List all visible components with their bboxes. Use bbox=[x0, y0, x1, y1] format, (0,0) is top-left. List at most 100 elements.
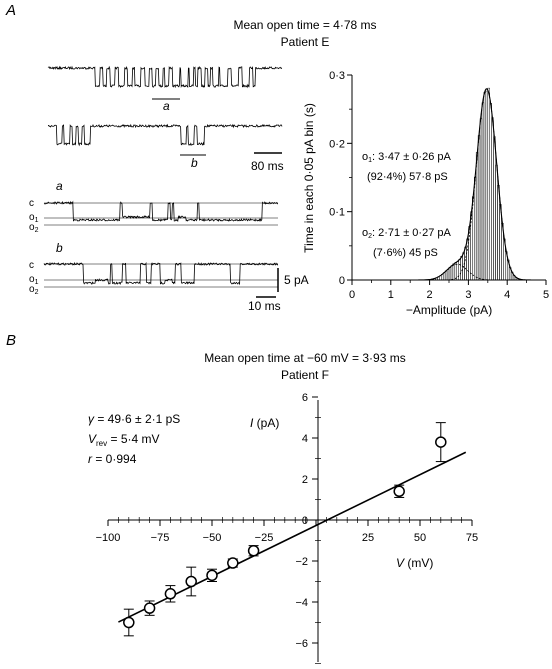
iv-y-tick-label: −4 bbox=[295, 597, 308, 609]
histogram-x-tick-label: 5 bbox=[543, 289, 549, 301]
iv-regression-line bbox=[118, 451, 467, 623]
level-o1-label-a: o1 bbox=[29, 212, 39, 224]
histogram-bar bbox=[479, 118, 483, 281]
iv-data-point bbox=[143, 602, 156, 614]
histogram-x-ticks: 0 1 2 3 4 5 bbox=[349, 280, 549, 301]
histogram-bar bbox=[487, 87, 490, 281]
iv-x-label: V (mV) bbox=[396, 556, 433, 570]
histogram-y-tick-label: 0·2 bbox=[329, 138, 345, 150]
panel-b-label: B bbox=[6, 332, 16, 349]
histogram-bar bbox=[483, 91, 487, 281]
level-o1-label-b: o1 bbox=[29, 274, 39, 286]
histogram-bar bbox=[477, 135, 481, 281]
iv-plot: −100 −75 −50 −25 25 50 75 −6 −4 −2 0 2 4 6 bbox=[96, 392, 478, 664]
inset-a-levels bbox=[44, 202, 278, 226]
iv-y-tick-label: −6 bbox=[295, 638, 308, 650]
level-o2-label-b: o2 bbox=[29, 284, 39, 296]
iv-data-point bbox=[393, 485, 405, 498]
iv-data-point bbox=[227, 557, 239, 569]
stat-vrev: Vrev = 5·4 mV bbox=[88, 432, 160, 448]
iv-y-ticks: −6 −4 −2 0 2 4 6 bbox=[295, 392, 321, 664]
histogram-y-ticks: 0 0·1 0·2 0·3 bbox=[329, 70, 352, 287]
annotation-o2-line2: (7·6%) 45 pS bbox=[373, 247, 438, 259]
iv-y-tick-label: −2 bbox=[295, 556, 308, 568]
histogram-y-tick-label: 0·1 bbox=[329, 207, 345, 219]
trace-b-label: b bbox=[191, 156, 198, 170]
amplitude-histogram: 0 1 2 3 4 5 0 0·1 0·2 0·3 bbox=[329, 70, 549, 301]
inset-b-levels bbox=[44, 263, 278, 288]
histogram-bar bbox=[452, 263, 456, 281]
histogram-bar bbox=[458, 259, 461, 281]
histogram-total-fit bbox=[352, 88, 546, 281]
panel-a-label: A bbox=[5, 2, 16, 19]
histogram-o2-component bbox=[417, 263, 500, 281]
histogram-bar bbox=[454, 262, 457, 281]
histogram-bar bbox=[466, 238, 469, 281]
panel-a-subtitle: Patient E bbox=[281, 35, 330, 49]
annotation-o1-line2: (92·4%) 57·8 pS bbox=[367, 171, 448, 183]
panel-a-title: Mean open time = 4·78 ms bbox=[233, 18, 376, 32]
inset-a-trace bbox=[43, 200, 279, 223]
iv-data-point bbox=[164, 588, 177, 600]
histogram-bar bbox=[464, 246, 467, 281]
histogram-bar bbox=[473, 176, 477, 281]
iv-data-points bbox=[123, 422, 447, 637]
time-scale-label-top: 80 ms bbox=[251, 159, 284, 173]
inset-a-label: a bbox=[56, 179, 63, 193]
histogram-bar bbox=[495, 164, 498, 281]
iv-data-point bbox=[247, 545, 260, 557]
iv-data-point bbox=[206, 569, 218, 582]
histogram-bar bbox=[493, 136, 496, 281]
inset-b-label: b bbox=[56, 241, 63, 255]
iv-y-tick-label: 0 bbox=[302, 515, 308, 527]
level-c-label-b: c bbox=[29, 260, 34, 271]
histogram-bar bbox=[485, 90, 489, 281]
long-trace-top bbox=[47, 65, 283, 89]
histogram-bar bbox=[489, 103, 492, 281]
level-c-label-a: c bbox=[29, 198, 34, 209]
annotation-o1: o1: 3·47 ± 0·26 pA bbox=[362, 151, 451, 164]
histogram-o1-component bbox=[437, 88, 539, 281]
iv-x-tick-label: 50 bbox=[414, 532, 426, 544]
histogram-bar bbox=[481, 102, 485, 281]
histogram-x-tick-label: 4 bbox=[504, 289, 510, 301]
iv-y-tick-label: 2 bbox=[302, 474, 308, 486]
iv-x-tick-label: −50 bbox=[203, 532, 222, 544]
histogram-x-tick-label: 3 bbox=[465, 289, 471, 301]
histogram-x-tick-label: 2 bbox=[427, 289, 433, 301]
iv-x-tick-label: −25 bbox=[255, 532, 274, 544]
histogram-y-tick-label: 0 bbox=[339, 275, 345, 287]
iv-x-tick-label: 75 bbox=[466, 532, 478, 544]
histogram-x-label: −Amplitude (pA) bbox=[406, 303, 492, 317]
iv-data-point bbox=[123, 616, 135, 629]
stat-gamma: γ = 49·6 ± 2·1 pS bbox=[88, 412, 180, 426]
histogram-bar bbox=[446, 269, 450, 281]
level-o2-label-a: o2 bbox=[29, 222, 39, 234]
histogram-y-tick-label: 0·3 bbox=[329, 70, 345, 82]
trace-a-label: a bbox=[163, 99, 170, 113]
histogram-bar bbox=[497, 185, 500, 281]
histogram-bar bbox=[448, 266, 452, 281]
annotation-o2: o2: 2·71 ± 0·27 pA bbox=[362, 227, 451, 240]
iv-x-tick-label: −75 bbox=[151, 532, 170, 544]
iv-data-point bbox=[185, 575, 197, 588]
histogram-y-label: Time in each 0·05 pA bin (s) bbox=[302, 103, 316, 253]
iv-y-tick-label: 4 bbox=[302, 433, 308, 445]
iv-x-tick-label: −100 bbox=[96, 532, 121, 544]
current-scale-label: 5 pA bbox=[284, 273, 309, 287]
histogram-bar bbox=[491, 117, 494, 281]
histogram-bar bbox=[450, 265, 454, 281]
histogram-x-tick-label: 0 bbox=[349, 289, 355, 301]
time-scale-label-bottom: 10 ms bbox=[248, 299, 281, 313]
stat-r: r = 0·994 bbox=[88, 452, 137, 466]
iv-x-tick-label: 25 bbox=[362, 532, 374, 544]
histogram-bar bbox=[475, 152, 479, 281]
iv-y-tick-label: 6 bbox=[302, 392, 308, 404]
panel-b-subtitle: Patient F bbox=[281, 368, 329, 382]
histogram-bar bbox=[460, 256, 463, 281]
iv-x-ticks: −100 −75 −50 −25 25 50 75 bbox=[96, 517, 478, 544]
panel-b-title: Mean open time at −60 mV = 3·93 ms bbox=[204, 351, 405, 365]
inset-b-trace bbox=[43, 261, 279, 286]
iv-data-point bbox=[435, 436, 447, 448]
